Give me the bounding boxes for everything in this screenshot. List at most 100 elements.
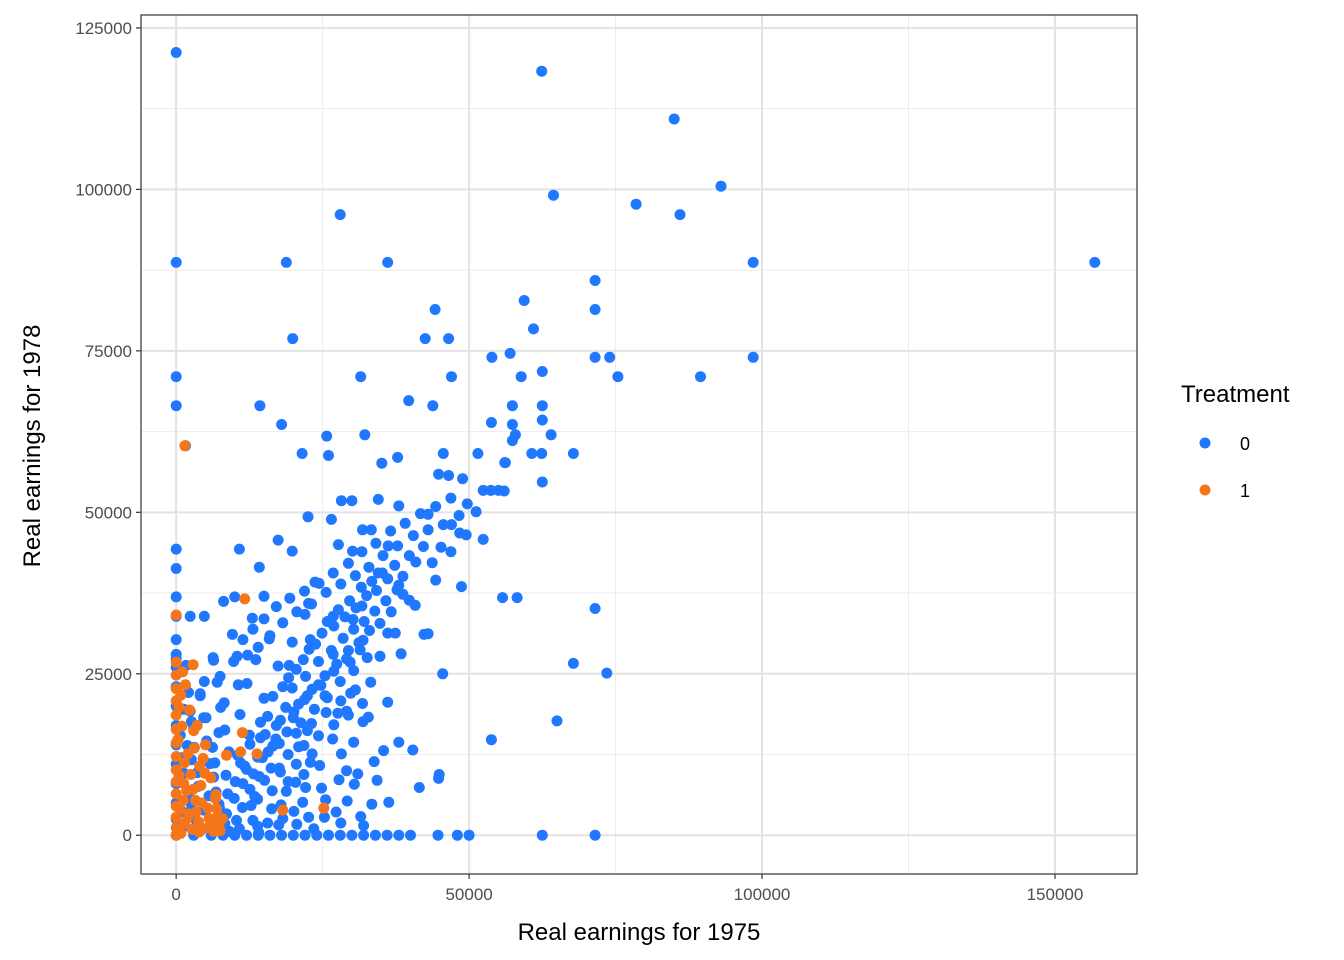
data-point <box>170 634 182 646</box>
data-point <box>229 591 241 603</box>
data-point <box>364 625 375 636</box>
data-point <box>253 561 265 573</box>
data-point <box>485 417 497 428</box>
data-point <box>445 492 457 504</box>
data-point <box>589 351 601 363</box>
data-point <box>215 701 227 713</box>
data-point <box>477 484 489 496</box>
data-point <box>176 720 188 732</box>
data-point <box>177 666 189 678</box>
data-point <box>426 557 438 569</box>
legend-marker-0 <box>1199 437 1211 449</box>
data-point <box>264 630 276 642</box>
data-point <box>382 696 394 708</box>
data-point <box>374 650 386 662</box>
data-point <box>359 429 371 441</box>
data-point <box>246 612 258 624</box>
data-point <box>170 788 182 800</box>
data-point <box>300 670 312 682</box>
data-point <box>241 678 253 689</box>
data-point <box>272 534 284 546</box>
data-point <box>237 634 249 646</box>
data-point <box>382 256 394 268</box>
data-point <box>299 585 310 597</box>
data-point <box>218 595 230 607</box>
data-point <box>276 829 288 841</box>
data-point <box>277 617 289 629</box>
data-point <box>247 623 259 635</box>
data-point <box>334 829 346 841</box>
data-point <box>194 688 206 700</box>
data-point <box>349 570 361 582</box>
data-point <box>252 829 264 841</box>
data-point <box>506 400 518 412</box>
data-point <box>409 599 421 611</box>
data-point <box>403 395 415 407</box>
data-point <box>280 701 292 713</box>
data-point <box>244 738 256 750</box>
data-point <box>264 829 276 841</box>
data-point <box>405 829 416 841</box>
data-point <box>335 578 347 590</box>
data-point <box>335 495 347 507</box>
data-point <box>304 756 316 768</box>
data-point <box>435 541 447 553</box>
data-point <box>298 769 310 780</box>
data-point <box>381 829 393 841</box>
data-point <box>485 484 497 496</box>
data-point <box>328 620 340 632</box>
data-point <box>433 769 445 780</box>
legend-title: Treatment <box>1181 381 1290 408</box>
legend: Treatment 0 1 <box>1181 381 1290 501</box>
data-point <box>266 785 278 797</box>
data-point <box>348 623 360 635</box>
data-point <box>190 806 202 818</box>
data-point <box>419 333 431 345</box>
data-point <box>461 498 473 510</box>
data-point <box>300 782 312 793</box>
data-point <box>328 665 340 677</box>
data-point <box>323 450 334 461</box>
data-point <box>470 506 482 518</box>
data-point <box>348 778 360 790</box>
data-point <box>251 748 263 760</box>
data-point <box>355 811 367 822</box>
data-point <box>235 746 247 758</box>
data-point <box>526 448 538 459</box>
data-point <box>239 593 251 605</box>
data-point <box>604 351 616 363</box>
y-axis-ticks: 0 25000 50000 75000 100000 125000 <box>75 19 141 845</box>
data-point <box>187 659 199 671</box>
data-point <box>358 829 370 841</box>
data-point <box>296 448 308 459</box>
data-point <box>383 796 395 808</box>
data-point <box>486 351 498 363</box>
data-point <box>236 727 248 739</box>
data-point <box>399 517 411 529</box>
data-point <box>194 760 206 772</box>
data-point <box>232 679 244 691</box>
data-point <box>354 644 366 656</box>
data-point <box>357 524 368 536</box>
data-point <box>545 429 557 441</box>
data-point <box>173 769 185 781</box>
data-point <box>273 738 285 749</box>
data-point <box>350 602 362 614</box>
data-point <box>179 440 191 452</box>
data-point <box>385 525 397 537</box>
data-point <box>747 351 759 363</box>
data-point <box>332 539 344 551</box>
data-point <box>231 814 242 826</box>
data-point <box>536 366 548 377</box>
data-point <box>497 592 508 604</box>
data-point <box>437 519 449 531</box>
data-point <box>192 816 204 828</box>
y-tick-label: 75000 <box>85 342 132 361</box>
data-point <box>311 829 323 841</box>
data-point <box>456 581 467 593</box>
data-point <box>463 829 475 841</box>
data-point <box>365 676 377 688</box>
data-point <box>332 707 344 719</box>
data-point <box>407 744 419 756</box>
